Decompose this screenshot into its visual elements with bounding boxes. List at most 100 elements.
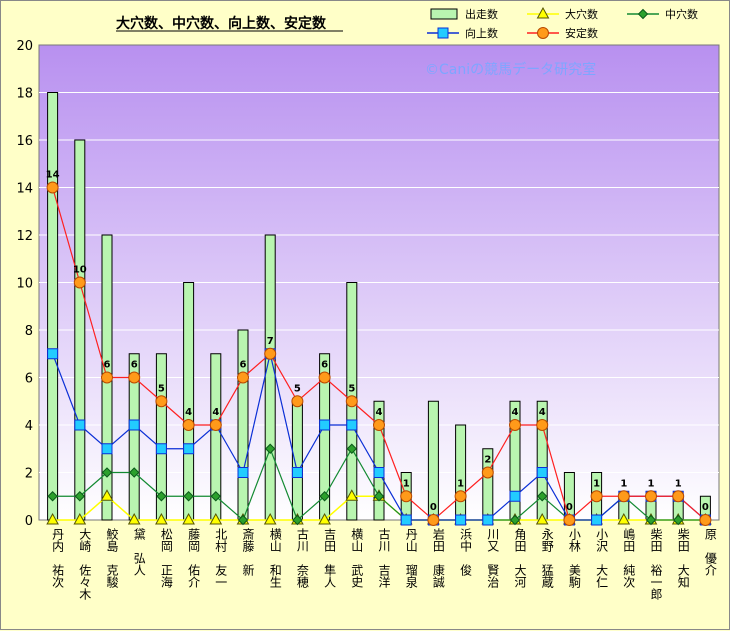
series-point — [73, 276, 86, 289]
bar — [373, 400, 385, 521]
series-point — [156, 491, 167, 502]
series-point — [373, 467, 385, 478]
series-point — [346, 443, 358, 454]
series-point — [509, 490, 521, 502]
y-tick-label: 16 — [16, 134, 33, 149]
series-point — [209, 419, 222, 431]
series-markers — [46, 181, 712, 526]
series-point — [318, 371, 331, 384]
legend-marker — [437, 27, 449, 39]
x-tick-label: 岩田 康誠 — [431, 527, 445, 589]
data-label: 2 — [484, 455, 491, 466]
series-point — [563, 514, 576, 526]
series-point — [264, 443, 276, 454]
bar — [47, 92, 59, 521]
series-point — [318, 512, 331, 525]
x-tick-label: 藤岡 佑介 — [187, 528, 201, 588]
series-point — [319, 419, 331, 431]
series-point — [346, 419, 358, 431]
x-tick-label: 丹内 祐次 — [51, 528, 65, 589]
y-tick-label: 10 — [16, 277, 33, 292]
series-point — [264, 347, 277, 360]
y-tick-label: 12 — [16, 229, 33, 244]
legend-label: 安定数 — [565, 26, 598, 40]
series-point — [699, 514, 712, 526]
x-tick-label: 柴田 裕一郎 — [649, 528, 663, 600]
series-point — [373, 419, 385, 431]
data-label: 6 — [131, 360, 138, 371]
series-point — [291, 395, 304, 408]
series-point — [454, 490, 467, 503]
legend-marker — [637, 8, 649, 20]
data-label: 0 — [430, 502, 437, 513]
x-tick-label: 小林 美駒 — [567, 528, 581, 589]
series-point — [263, 512, 277, 525]
series-point — [291, 467, 303, 478]
series-point — [182, 419, 195, 431]
series-point — [672, 490, 685, 503]
series-point — [427, 514, 440, 526]
bar — [455, 424, 467, 521]
x-tick-label: 古川 吉洋 — [377, 527, 391, 588]
legend-marker — [536, 6, 550, 19]
data-label: 1 — [675, 478, 682, 489]
x-tick-label: 原 優介 — [703, 528, 717, 576]
x-tick-label: 川又 賢治 — [486, 528, 500, 588]
y-axis-ticks: 0 2 4 6 8 10 12 14 16 18 20 — [16, 39, 33, 529]
series-point — [345, 395, 358, 408]
series-point — [292, 514, 303, 526]
x-tick-label: 小沢 大仁 — [595, 528, 609, 588]
series-point — [590, 490, 603, 503]
legend-marker — [537, 27, 549, 39]
series-point — [127, 512, 141, 525]
legend-label: 向上数 — [465, 26, 498, 40]
x-tick-label: 斎藤 新 — [241, 527, 255, 576]
x-tick-label: 横山 武史 — [350, 528, 364, 588]
series-point — [672, 514, 684, 526]
data-label: 5 — [348, 383, 355, 394]
series-point — [128, 467, 140, 478]
legend-label: 大穴数 — [565, 7, 598, 21]
series-point — [101, 467, 113, 478]
series-point — [509, 419, 521, 431]
y-tick-label: 14 — [16, 182, 33, 197]
series-point — [536, 467, 548, 478]
y-tick-label: 8 — [25, 324, 33, 339]
series-point — [481, 466, 494, 479]
series-point — [535, 512, 549, 525]
series-point — [345, 489, 359, 501]
x-tick-label: 古川 奈穂 — [295, 527, 309, 589]
series-point — [46, 512, 59, 525]
data-label: 5 — [294, 383, 301, 394]
series-point — [237, 467, 249, 478]
data-label: 1 — [620, 478, 627, 489]
data-label: 10 — [73, 265, 87, 276]
x-tick-label: 大崎 佐々木 — [78, 528, 92, 600]
data-label: 4 — [539, 407, 546, 418]
data-label: 4 — [376, 407, 383, 418]
x-tick-label: 浜中 俊 — [459, 528, 473, 576]
legend-label: 出走数 — [465, 7, 498, 21]
x-tick-label: 松岡 正海 — [159, 528, 173, 588]
series-point — [509, 514, 521, 526]
y-tick-label: 18 — [16, 87, 33, 102]
data-label: 6 — [104, 360, 111, 371]
series-point — [47, 491, 58, 502]
legend-label: 中穴数 — [665, 7, 698, 21]
series-point — [101, 443, 113, 455]
bar — [237, 329, 249, 521]
x-tick-label: 柴田 大知 — [676, 528, 690, 589]
chart-title: 大穴数、中穴数、向上数、安定数 — [116, 15, 327, 32]
legend-swatch — [430, 8, 458, 20]
series-point — [210, 491, 222, 502]
x-tick-label: 鮫島 克駿 — [105, 527, 119, 589]
data-label: 1 — [403, 478, 410, 489]
data-label: 4 — [512, 407, 519, 418]
series-point — [47, 348, 59, 360]
data-label: 1 — [593, 478, 600, 489]
data-label: 14 — [46, 170, 60, 181]
series-point — [74, 419, 86, 431]
x-tick-label: 黛 弘人 — [132, 528, 146, 576]
